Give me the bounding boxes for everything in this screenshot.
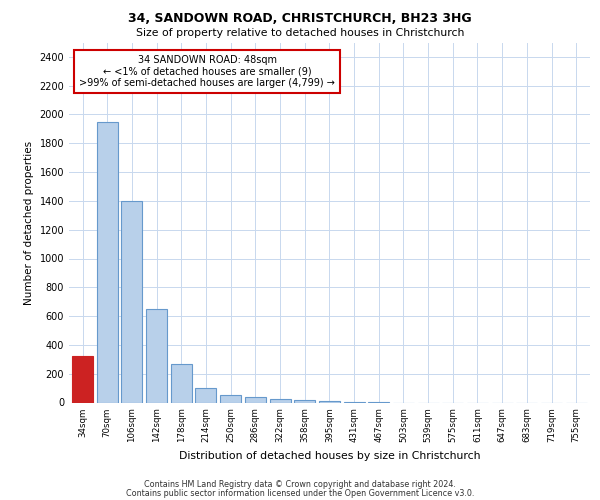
Bar [171, 364, 192, 403]
Text: Size of property relative to detached houses in Christchurch: Size of property relative to detached ho… [136, 28, 464, 38]
Text: Contains HM Land Registry data © Crown copyright and database right 2024.: Contains HM Land Registry data © Crown c… [144, 480, 456, 489]
Bar [245, 396, 266, 402]
Bar [196, 388, 217, 402]
Bar [294, 400, 315, 402]
Bar [97, 122, 118, 402]
Text: Contains public sector information licensed under the Open Government Licence v3: Contains public sector information licen… [126, 489, 474, 498]
Bar [121, 201, 142, 402]
Y-axis label: Number of detached properties: Number of detached properties [24, 140, 34, 304]
Text: 34 SANDOWN ROAD: 48sqm
← <1% of detached houses are smaller (9)
>99% of semi-det: 34 SANDOWN ROAD: 48sqm ← <1% of detached… [79, 55, 335, 88]
Bar [146, 309, 167, 402]
Bar [220, 396, 241, 402]
Bar [72, 356, 93, 403]
X-axis label: Distribution of detached houses by size in Christchurch: Distribution of detached houses by size … [179, 450, 480, 460]
Bar [269, 399, 290, 402]
Text: 34, SANDOWN ROAD, CHRISTCHURCH, BH23 3HG: 34, SANDOWN ROAD, CHRISTCHURCH, BH23 3HG [128, 12, 472, 26]
